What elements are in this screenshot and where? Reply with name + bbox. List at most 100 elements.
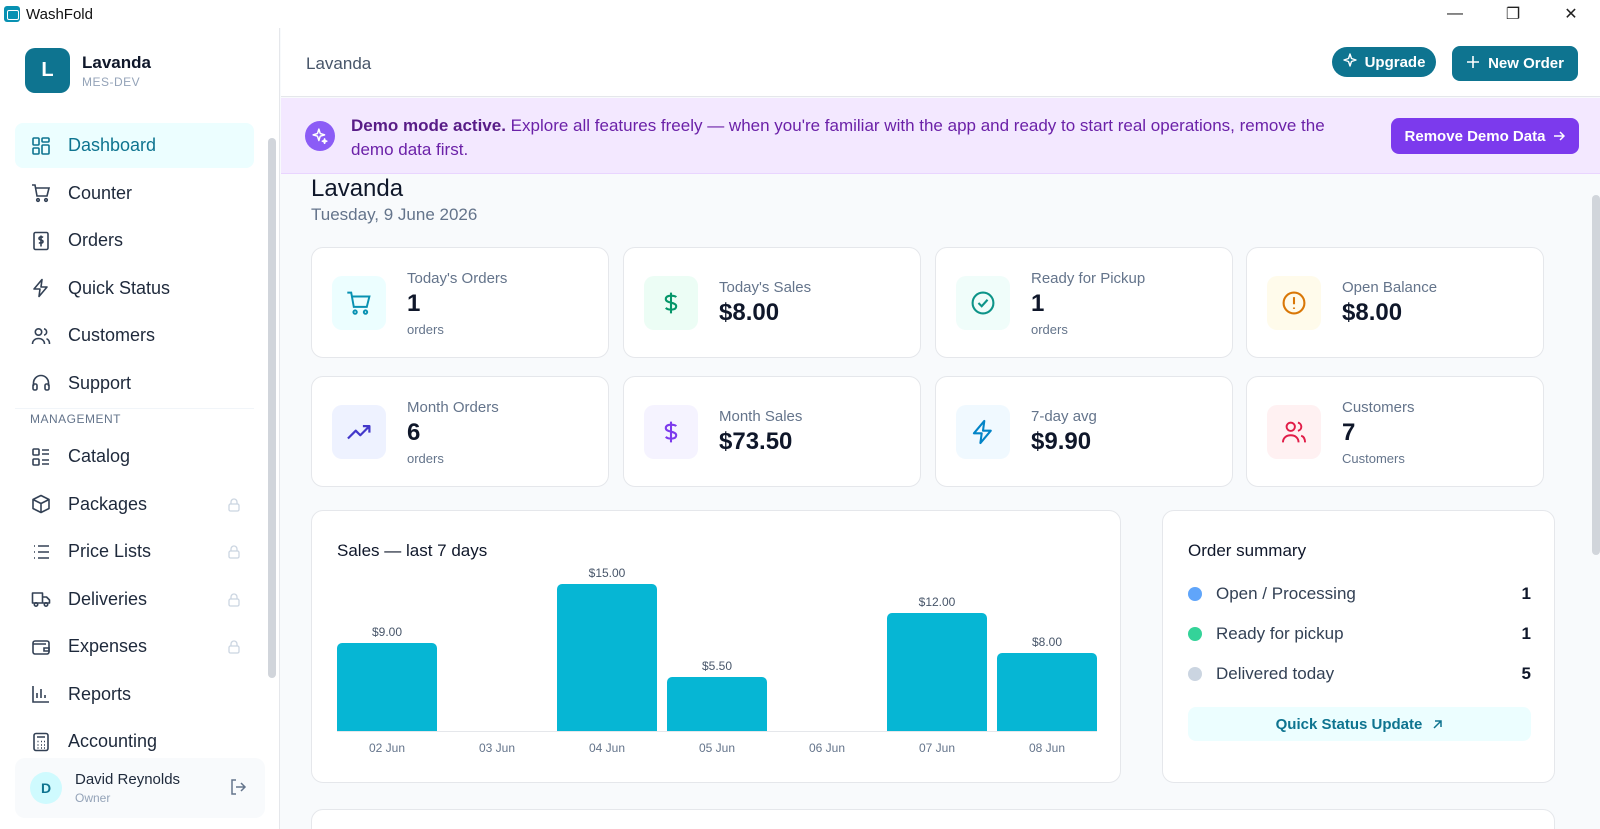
summary-label: Ready for pickup xyxy=(1216,624,1344,643)
stat-label: Month Orders xyxy=(407,399,499,416)
chart-baseline xyxy=(337,731,1097,732)
summary-count: 1 xyxy=(1521,624,1531,643)
sidebar-item-dashboard[interactable]: Dashboard xyxy=(15,123,254,168)
stat-label: Month Sales xyxy=(719,408,803,425)
sidebar-item-label: Price Lists xyxy=(68,541,152,561)
sidebar-item-counter[interactable]: Counter xyxy=(15,171,254,216)
stat-label: Today's Orders xyxy=(407,270,508,287)
demo-banner-text: Demo mode active. Explore all features f… xyxy=(351,114,1351,162)
sidebar-item-label: Dashboard xyxy=(68,135,157,155)
sidebar-item-label: Accounting xyxy=(68,731,158,751)
lock-icon xyxy=(228,543,240,564)
stat-label: 7-day avg xyxy=(1031,408,1097,425)
brand[interactable]: L Lavanda MES-DEV xyxy=(25,48,151,93)
avatar: D xyxy=(30,772,62,804)
window-titlebar: WashFold — ❐ ✕ xyxy=(0,0,1600,28)
app-name: WashFold xyxy=(26,5,93,23)
chart-icon xyxy=(30,683,52,705)
stat-card-month-sales[interactable]: Month Sales $73.50 xyxy=(623,376,921,487)
sidebar-item-label: Support xyxy=(68,372,132,393)
summary-row-open: Open / Processing 1 xyxy=(1188,582,1531,606)
summary-count: 5 xyxy=(1521,664,1531,683)
sidebar-item-accounting[interactable]: Accounting xyxy=(15,719,254,764)
sidebar-item-label: Catalog xyxy=(68,446,131,466)
stat-card-7-day-avg[interactable]: 7-day avg $9.90 xyxy=(935,376,1233,487)
check-circle-icon xyxy=(956,276,1010,330)
next-section-card xyxy=(311,809,1555,829)
stat-card-todays-sales[interactable]: Today's Sales $8.00 xyxy=(623,247,921,358)
summary-row-delivered: Delivered today 5 xyxy=(1188,662,1531,686)
sidebar-item-support[interactable]: Support xyxy=(15,361,254,406)
order-summary-card: Order summary Open / Processing 1 Ready … xyxy=(1162,510,1555,783)
close-button[interactable]: ✕ xyxy=(1564,6,1578,23)
sidebar-item-orders[interactable]: Orders xyxy=(15,218,254,263)
stat-card-open-balance[interactable]: Open Balance $8.00 xyxy=(1246,247,1544,358)
bolt-icon xyxy=(30,277,52,299)
sidebar-scrollbar[interactable] xyxy=(268,138,276,678)
summary-label: Delivered today xyxy=(1216,664,1335,683)
receipt-icon xyxy=(30,230,52,252)
chart-bar[interactable] xyxy=(557,584,657,731)
logout-icon[interactable] xyxy=(229,778,247,801)
brand-name: Lavanda xyxy=(82,52,151,72)
page-title: Lavanda xyxy=(311,175,404,202)
sidebar-item-label: Reports xyxy=(68,683,132,704)
dollar-icon xyxy=(644,405,698,459)
chart-bar[interactable] xyxy=(997,652,1097,731)
status-dot xyxy=(1188,667,1202,681)
stat-value: 7 xyxy=(1342,419,1356,446)
upgrade-button[interactable]: Upgrade xyxy=(1332,47,1436,77)
stat-unit: orders xyxy=(407,451,444,466)
chart-bar[interactable] xyxy=(337,642,437,731)
chart-x-tick-label: 05 Jun xyxy=(698,741,736,755)
alert-circle-icon xyxy=(1267,276,1321,330)
sidebar-item-price-lists[interactable]: Price Lists xyxy=(15,529,254,574)
stat-card-customers[interactable]: Customers 7 Customers xyxy=(1246,376,1544,487)
minimize-button[interactable]: — xyxy=(1447,5,1463,22)
sidebar-item-customers[interactable]: Customers xyxy=(15,313,254,358)
chart-bar[interactable] xyxy=(667,677,767,731)
sidebar-item-label: Quick Status xyxy=(68,277,171,298)
sidebar-item-packages[interactable]: Packages xyxy=(15,482,254,527)
user-card[interactable]: D David Reynolds Owner xyxy=(15,758,265,818)
quick-status-update-button[interactable]: Quick Status Update xyxy=(1188,707,1531,741)
status-dot xyxy=(1188,627,1202,641)
stat-value: 1 xyxy=(1031,290,1045,317)
arrow-right-icon xyxy=(1553,130,1566,142)
sidebar-item-label: Expenses xyxy=(68,636,148,656)
stat-card-todays-orders[interactable]: Today's Orders 1 orders xyxy=(311,247,609,358)
remove-demo-data-button[interactable]: Remove Demo Data xyxy=(1391,118,1579,154)
maximize-button[interactable]: ❐ xyxy=(1505,6,1521,23)
chart-bar[interactable] xyxy=(887,613,987,731)
sidebar: L Lavanda MES-DEV Dashboard Counter Orde… xyxy=(0,28,280,829)
sidebar-item-label: Customers xyxy=(68,325,156,345)
chart-x-tick-label: 08 Jun xyxy=(1028,741,1066,755)
main-scrollbar[interactable] xyxy=(1592,195,1600,555)
stat-card-month-orders[interactable]: Month Orders 6 orders xyxy=(311,376,609,487)
demo-banner: Demo mode active. Explore all features f… xyxy=(281,98,1600,174)
quick-status-label: Quick Status Update xyxy=(1275,715,1423,733)
sidebar-item-reports[interactable]: Reports xyxy=(15,672,254,717)
lock-icon xyxy=(228,638,240,659)
chart-data-label: $5.50 xyxy=(701,659,733,674)
sidebar-item-deliveries[interactable]: Deliveries xyxy=(15,577,254,622)
status-dot xyxy=(1188,587,1202,601)
chart-data-label: $12.00 xyxy=(918,595,956,610)
sidebar-item-label: Packages xyxy=(68,493,148,514)
stat-card-ready-for-pickup[interactable]: Ready for Pickup 1 orders xyxy=(935,247,1233,358)
stat-label: Ready for Pickup xyxy=(1031,270,1146,287)
new-order-button[interactable]: New Order xyxy=(1452,46,1578,81)
new-order-label: New Order xyxy=(1488,55,1564,72)
sidebar-item-expenses[interactable]: Expenses xyxy=(15,624,254,669)
sidebar-item-quick-status[interactable]: Quick Status xyxy=(15,266,254,311)
sidebar-item-catalog[interactable]: Catalog xyxy=(15,434,254,479)
plus-icon xyxy=(1466,55,1480,73)
stat-unit: Customers xyxy=(1342,451,1405,466)
list-icon xyxy=(30,541,52,563)
dollar-icon xyxy=(644,276,698,330)
stat-label: Customers xyxy=(1342,399,1415,416)
chart-data-label: $9.00 xyxy=(371,624,403,639)
package-icon xyxy=(30,493,52,515)
sidebar-nav: Dashboard Counter Orders Quick Status Cu… xyxy=(15,123,254,767)
brand-subtitle: MES-DEV xyxy=(82,74,141,89)
